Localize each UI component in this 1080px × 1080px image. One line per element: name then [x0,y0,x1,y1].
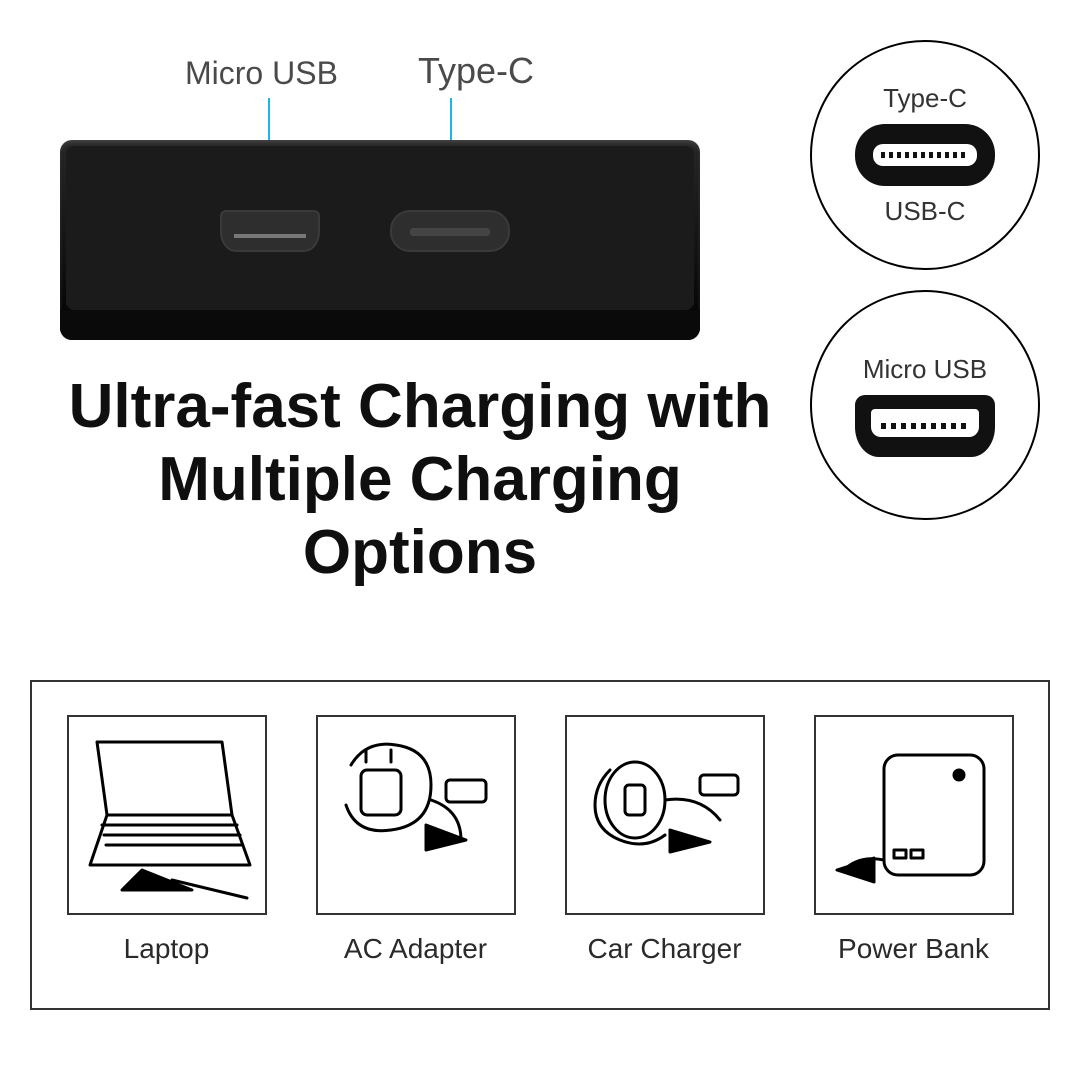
device-base [60,310,700,340]
headline-text: Ultra-fast Charging with Multiple Chargi… [40,370,800,589]
option-ac-adapter: AC Adapter [301,715,531,965]
car-charger-icon [580,730,750,900]
option-laptop-frame [67,715,267,915]
laptop-icon [82,730,252,900]
micro-usb-port-icon [220,210,320,252]
callout-micro-top-label: Micro USB [863,354,987,385]
option-ac-adapter-frame [316,715,516,915]
option-ac-adapter-label: AC Adapter [344,933,487,965]
option-power-bank-label: Power Bank [838,933,989,965]
micro-usb-connector-icon [855,395,995,457]
callout-type-c: Type-C USB-C [810,40,1040,270]
option-power-bank: Power Bank [799,715,1029,965]
device-face [66,146,694,310]
port-label-type-c: Type-C [418,50,534,92]
option-laptop-label: Laptop [124,933,210,965]
callout-type-c-top-label: Type-C [883,83,967,114]
type-c-connector-icon [855,124,995,186]
ac-adapter-icon [331,730,501,900]
type-c-port-icon [390,210,510,252]
power-bank-icon [829,730,999,900]
option-car-charger: Car Charger [550,715,780,965]
charger-device [60,140,700,340]
option-car-charger-label: Car Charger [587,933,741,965]
port-label-micro-usb: Micro USB [185,55,338,92]
charging-options-panel: Laptop AC Adapter [30,680,1050,1010]
option-car-charger-frame [565,715,765,915]
option-laptop: Laptop [52,715,282,965]
callout-micro-usb: Micro USB [810,290,1040,520]
callout-type-c-bottom-label: USB-C [885,196,966,227]
option-power-bank-frame [814,715,1014,915]
